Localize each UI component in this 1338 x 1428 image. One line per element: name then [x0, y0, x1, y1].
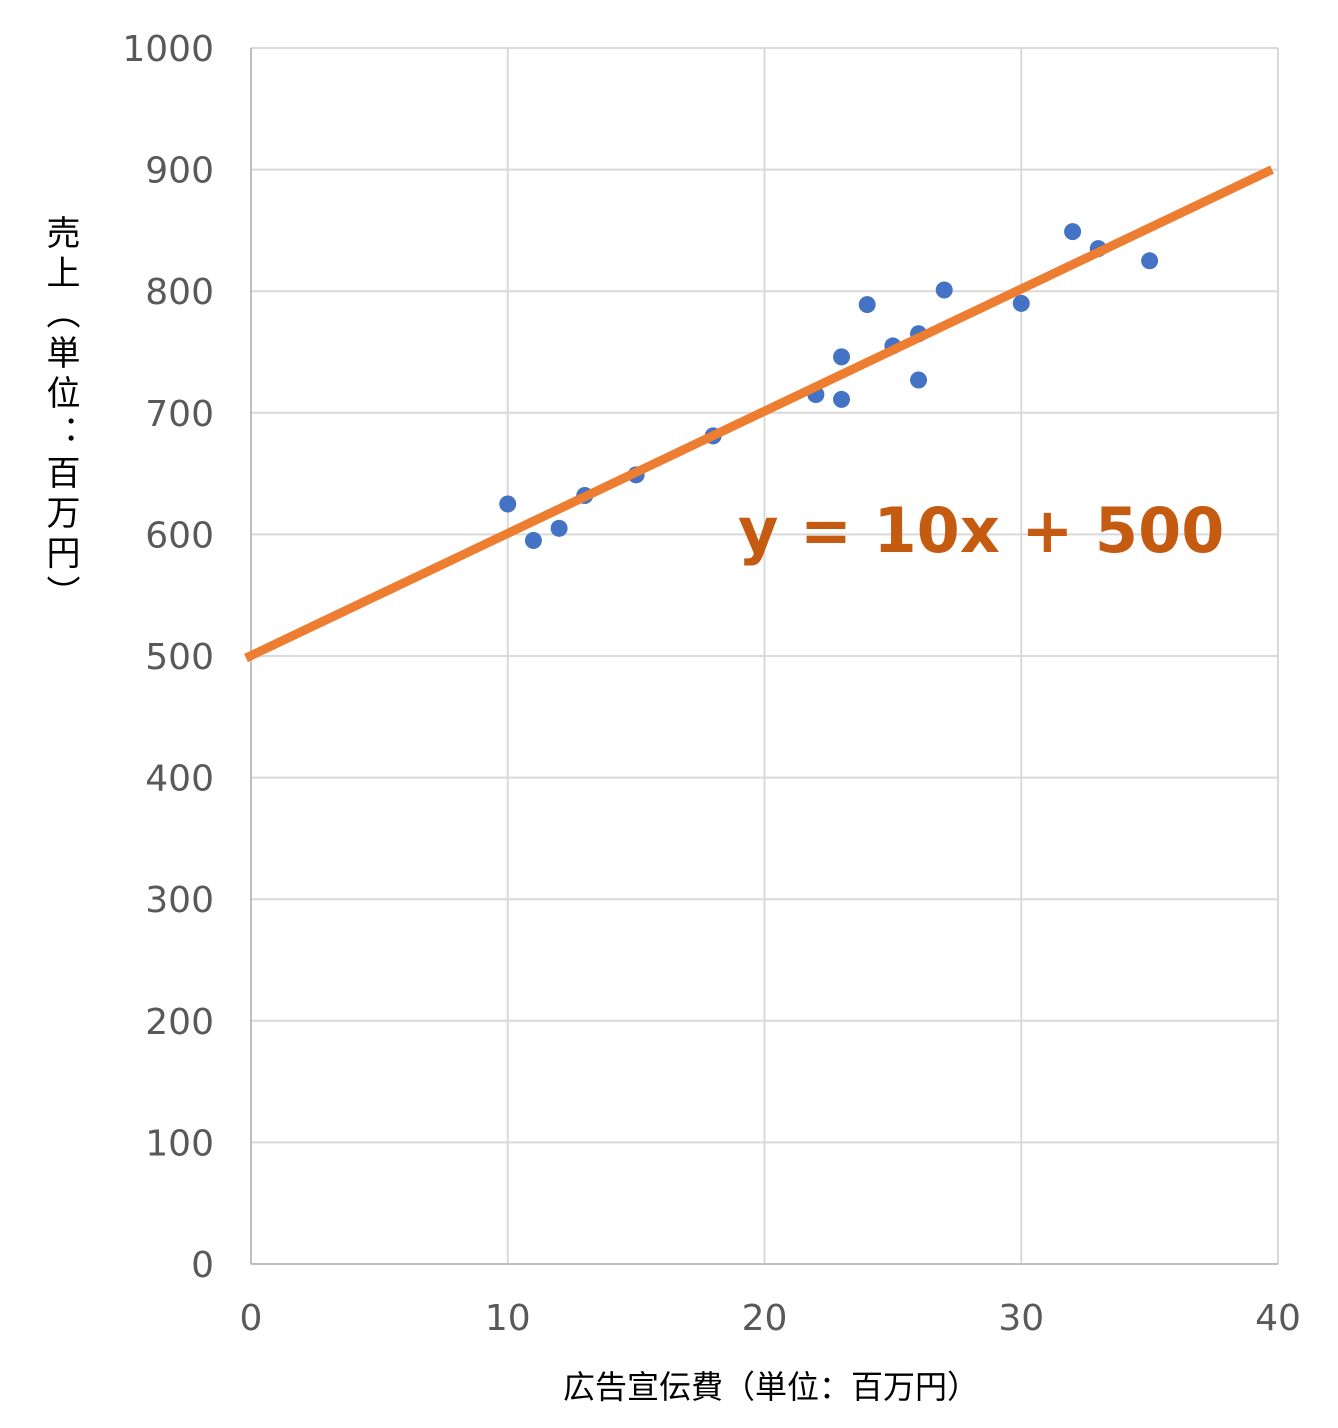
trend-line	[244, 165, 1274, 663]
x-tick-label-40: 40	[1255, 1298, 1301, 1339]
x-tick-label-20: 20	[742, 1298, 788, 1339]
y-tick-label-200: 200	[145, 1002, 214, 1043]
y-tick-label-1000: 1000	[122, 29, 214, 70]
y-tick-label-900: 900	[145, 151, 214, 192]
data-point-8	[833, 348, 851, 366]
y-tick-label-600: 600	[145, 515, 214, 556]
data-point-2	[524, 531, 542, 549]
grid-lines	[250, 47, 1279, 1265]
y-tick-label-100: 100	[145, 1123, 214, 1164]
x-tick-label-0: 0	[240, 1298, 263, 1339]
data-point-16	[1064, 223, 1082, 241]
x-axis-title: 広告宣伝費（単位：百万円）	[563, 1368, 979, 1406]
data-point-10	[858, 296, 876, 314]
y-tick-labels: 0 100 200 300 400 500 600 700 800 900 1000	[122, 29, 214, 1286]
data-point-3	[550, 519, 568, 537]
data-point-9	[833, 390, 851, 408]
y-tick-label-0: 0	[191, 1245, 214, 1286]
x-tick-label-30: 30	[998, 1298, 1044, 1339]
x-tick-label-10: 10	[485, 1298, 531, 1339]
x-tick-labels: 0 10 20 30 40	[240, 1298, 1301, 1339]
y-tick-label-400: 400	[145, 759, 214, 800]
data-point-15	[1012, 294, 1030, 312]
y-tick-label-800: 800	[145, 272, 214, 313]
data-point-18	[1141, 252, 1159, 270]
data-point-1	[499, 495, 517, 513]
y-axis-title: 売上（単位：百万円）	[40, 215, 80, 615]
y-tick-label-700: 700	[145, 394, 214, 435]
data-point-13	[910, 371, 928, 389]
data-point-14	[935, 281, 953, 299]
y-tick-label-300: 300	[145, 880, 214, 921]
equation-annotation: y = 10x + 500	[738, 494, 1224, 567]
y-tick-label-500: 500	[145, 637, 214, 678]
